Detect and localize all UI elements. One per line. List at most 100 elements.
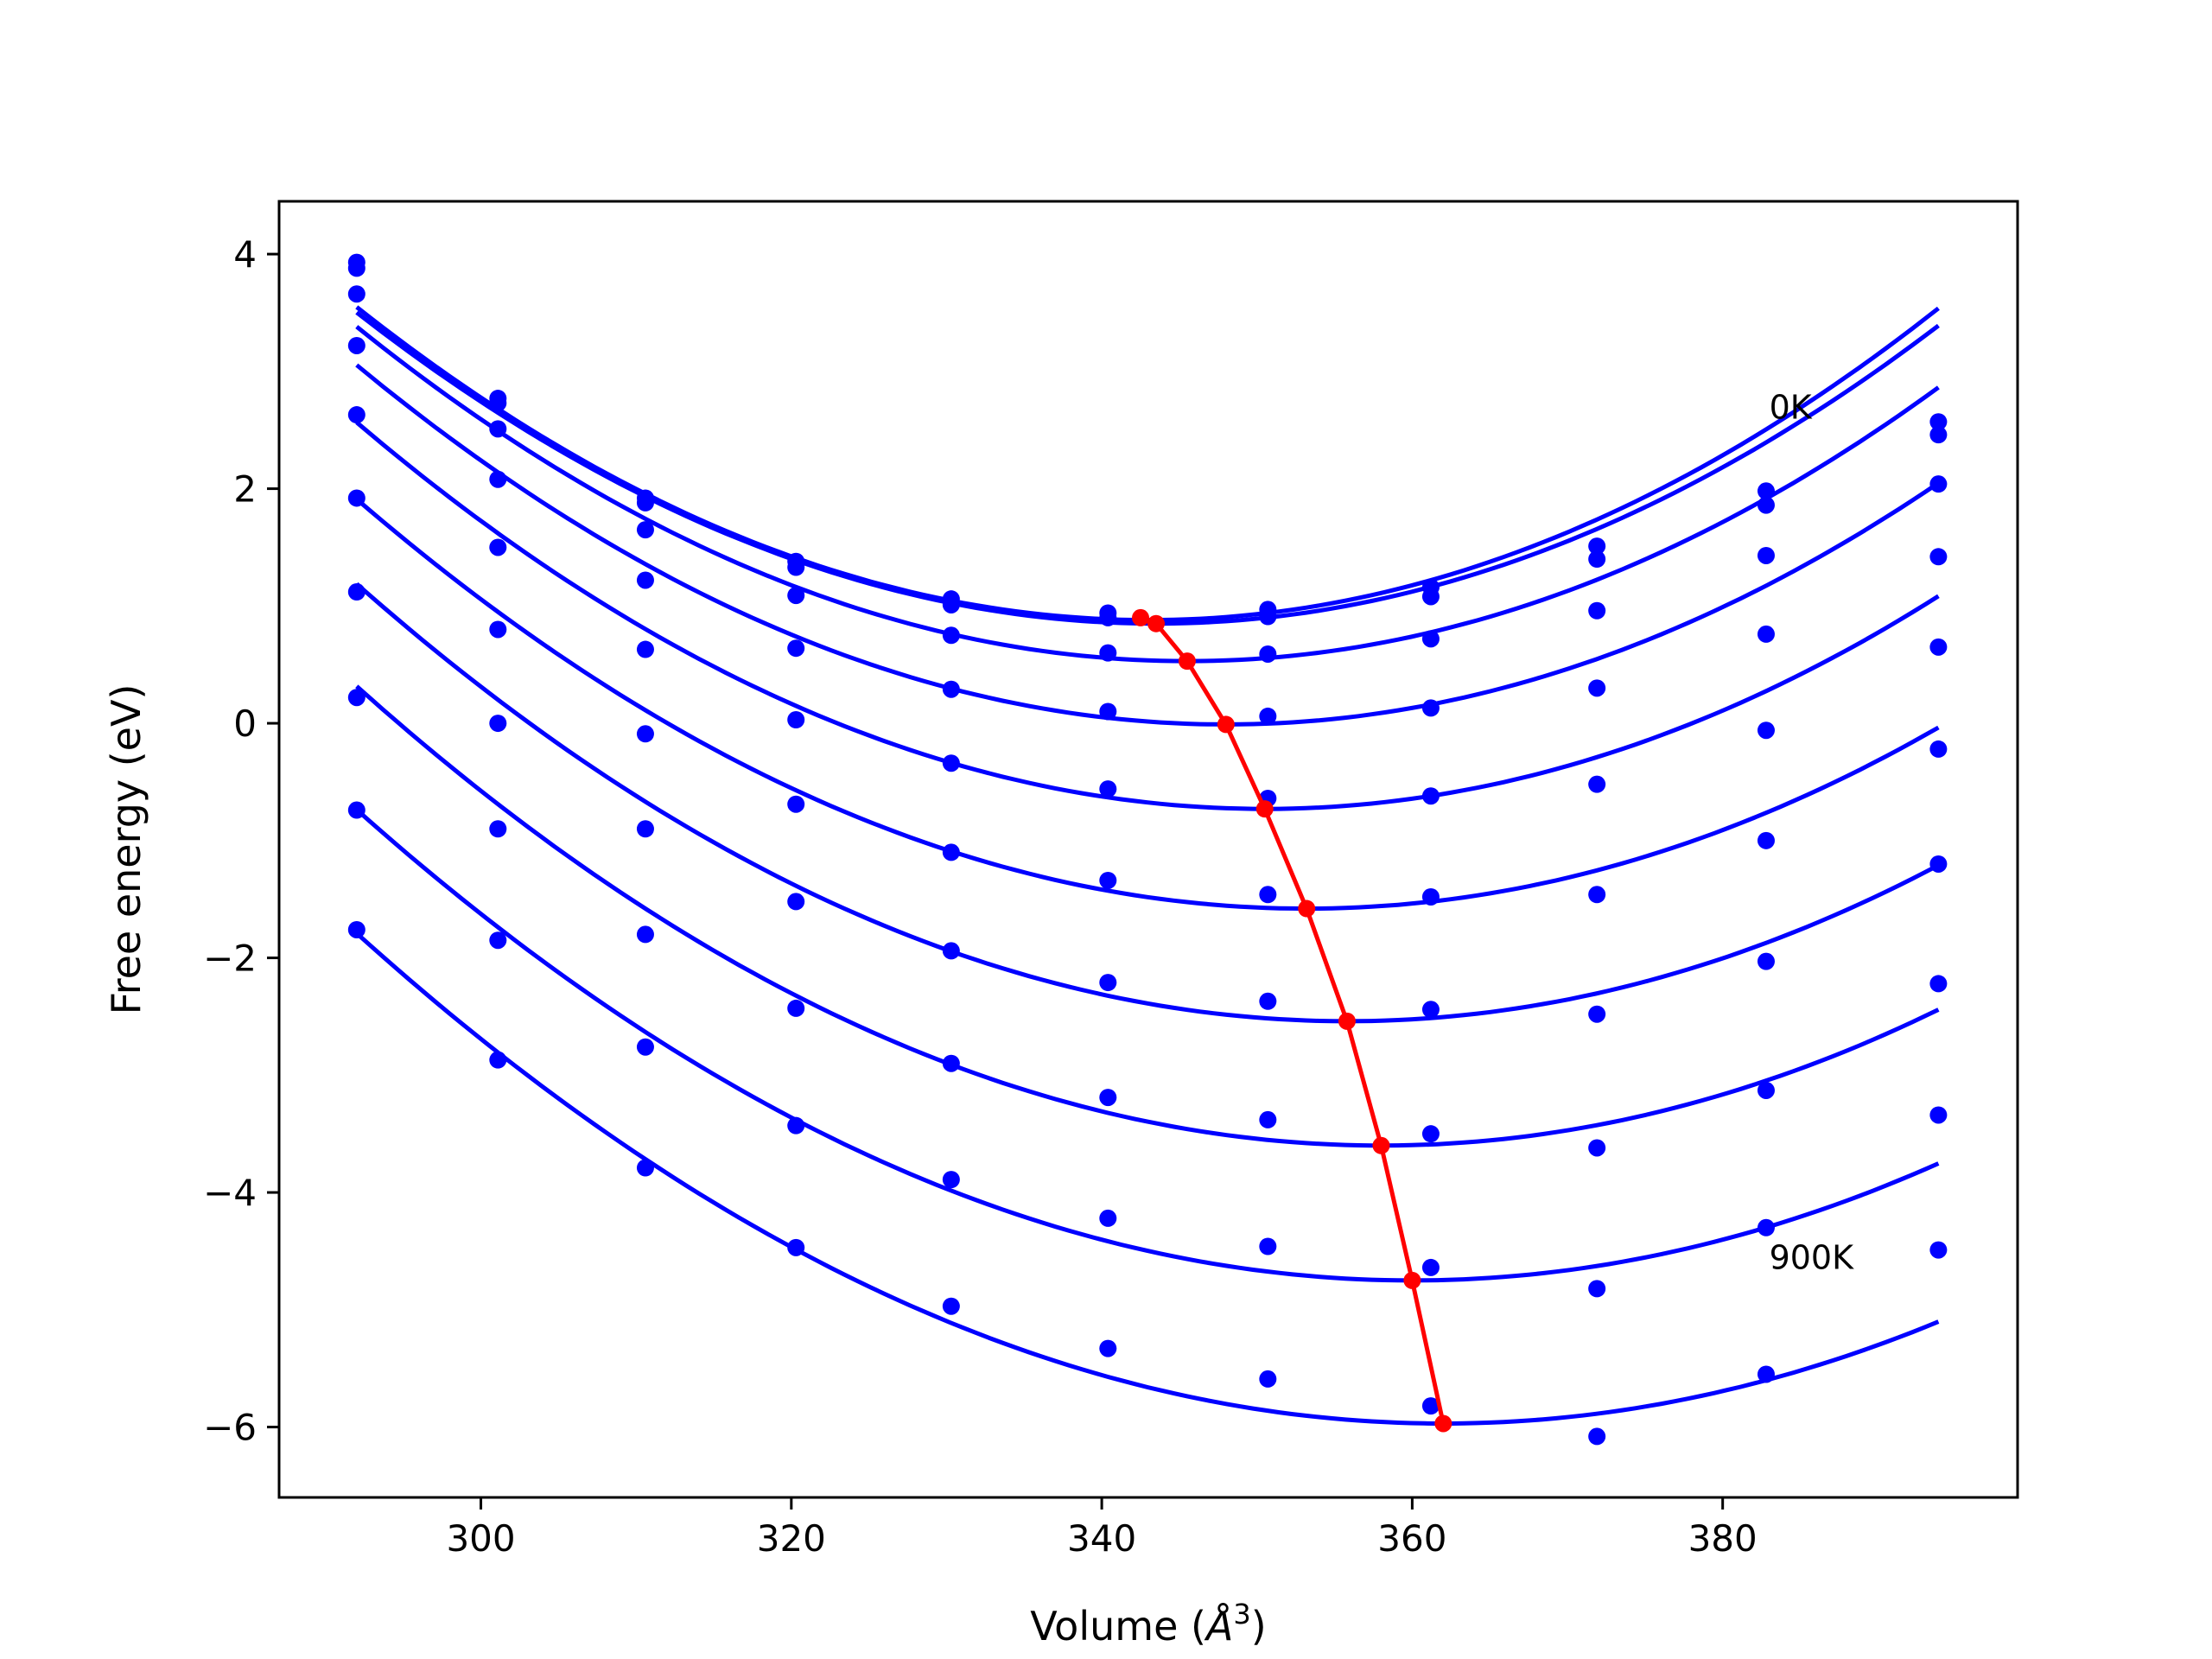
fit-curve-6 xyxy=(355,582,1940,1024)
data-point-3-1 xyxy=(489,470,507,488)
fit-curve-0 xyxy=(355,305,1940,623)
annotation-0k: 0K xyxy=(1770,389,1813,427)
data-point-8-4 xyxy=(942,1171,960,1189)
data-point-2-10 xyxy=(1929,475,1948,493)
data-point-1-4 xyxy=(942,595,960,613)
data-point-2-3 xyxy=(787,587,805,605)
minimum-point-3 xyxy=(1217,715,1235,734)
fit-curve-3 xyxy=(355,363,1940,727)
data-point-2-4 xyxy=(942,626,960,645)
data-point-4-8 xyxy=(1588,775,1606,793)
data-point-9-8 xyxy=(1588,1427,1606,1446)
data-point-2-0 xyxy=(347,285,365,303)
data-point-7-9 xyxy=(1757,1081,1775,1099)
data-point-1-10 xyxy=(1929,426,1948,444)
data-point-2-2 xyxy=(636,521,654,539)
data-point-7-6 xyxy=(1259,1110,1277,1128)
plot-area-frame xyxy=(277,200,2019,1499)
data-point-6-5 xyxy=(1099,974,1117,992)
y-axis-label: Free energy (eV) xyxy=(103,684,149,1015)
data-point-8-2 xyxy=(636,1038,654,1056)
data-point-5-5 xyxy=(1099,871,1117,889)
data-point-6-3 xyxy=(787,893,805,911)
data-point-4-7 xyxy=(1421,787,1440,805)
data-point-3-5 xyxy=(1099,702,1117,721)
data-point-5-10 xyxy=(1929,740,1948,758)
data-point-1-5 xyxy=(1099,608,1117,626)
data-point-3-3 xyxy=(787,639,805,658)
data-point-5-9 xyxy=(1757,831,1775,849)
minimum-point-8 xyxy=(1403,1271,1421,1289)
x-tick-label-3: 360 xyxy=(1377,1517,1446,1560)
y-tick-label-3: −2 xyxy=(203,938,257,980)
data-point-9-1 xyxy=(489,1051,507,1069)
fit-curve-8 xyxy=(355,808,1940,1283)
data-point-3-2 xyxy=(636,571,654,589)
y-tick-label-4: −4 xyxy=(203,1172,257,1214)
data-point-0-9 xyxy=(1757,482,1775,500)
data-point-4-1 xyxy=(489,538,507,556)
minimum-point-7 xyxy=(1372,1136,1390,1154)
axis-ticks: 300 320 340 360 380 4 2 0 −2 −4 −6 xyxy=(203,233,1758,1560)
data-point-4-0 xyxy=(347,406,365,424)
data-point-4-4 xyxy=(942,754,960,772)
fit-curve-4 xyxy=(355,420,1940,811)
minimum-point-1 xyxy=(1147,614,1165,632)
fit-curve-2 xyxy=(355,325,1940,664)
y-tick-label-1: 2 xyxy=(233,468,257,511)
data-point-6-4 xyxy=(942,942,960,960)
data-point-9-10 xyxy=(1929,1241,1948,1259)
data-point-5-1 xyxy=(489,620,507,639)
data-point-8-9 xyxy=(1757,1218,1775,1236)
data-point-6-9 xyxy=(1757,952,1775,970)
annotation-900k: 900K xyxy=(1770,1239,1855,1277)
data-point-8-7 xyxy=(1421,1258,1440,1276)
data-point-3-0 xyxy=(347,336,365,354)
data-point-8-6 xyxy=(1259,1237,1277,1255)
data-point-6-7 xyxy=(1421,1001,1440,1019)
data-point-9-4 xyxy=(942,1297,960,1315)
data-point-3-10 xyxy=(1929,548,1948,566)
data-point-2-9 xyxy=(1757,546,1775,564)
data-point-5-8 xyxy=(1588,886,1606,904)
data-point-0-10 xyxy=(1929,413,1948,431)
fit-curves xyxy=(355,305,1940,1426)
data-point-1-0 xyxy=(347,259,365,277)
data-point-5-7 xyxy=(1421,887,1440,906)
fit-curve-5 xyxy=(355,497,1940,912)
data-point-9-9 xyxy=(1757,1365,1775,1383)
data-point-1-9 xyxy=(1757,496,1775,514)
data-point-8-0 xyxy=(347,801,365,819)
data-point-9-6 xyxy=(1259,1370,1277,1388)
data-point-7-4 xyxy=(942,1054,960,1072)
data-point-4-5 xyxy=(1099,780,1117,798)
fit-curve-7 xyxy=(355,684,1940,1148)
data-point-1-3 xyxy=(787,558,805,576)
data-point-7-2 xyxy=(636,925,654,944)
data-point-4-3 xyxy=(787,711,805,728)
data-point-1-7 xyxy=(1421,588,1440,606)
data-point-8-3 xyxy=(787,1116,805,1135)
data-point-3-7 xyxy=(1421,699,1440,717)
data-point-5-2 xyxy=(636,725,654,743)
data-point-5-0 xyxy=(347,489,365,507)
minimum-point-6 xyxy=(1338,1012,1356,1030)
data-points xyxy=(347,253,1948,1446)
data-point-7-5 xyxy=(1099,1089,1117,1107)
x-tick-label-1: 320 xyxy=(757,1517,826,1560)
data-point-5-4 xyxy=(942,843,960,861)
minimum-point-2 xyxy=(1178,652,1196,671)
minima-path xyxy=(1132,608,1452,1433)
data-point-3-6 xyxy=(1259,707,1277,725)
data-point-2-6 xyxy=(1259,645,1277,663)
x-tick-label-0: 300 xyxy=(446,1517,515,1560)
data-point-2-7 xyxy=(1421,630,1440,648)
data-point-6-10 xyxy=(1929,855,1948,873)
minimum-point-0 xyxy=(1132,608,1150,626)
data-point-0-8 xyxy=(1588,537,1606,556)
data-point-6-1 xyxy=(489,715,507,733)
minima-line xyxy=(1140,615,1446,1425)
data-point-7-3 xyxy=(787,999,805,1017)
data-point-1-8 xyxy=(1588,550,1606,569)
